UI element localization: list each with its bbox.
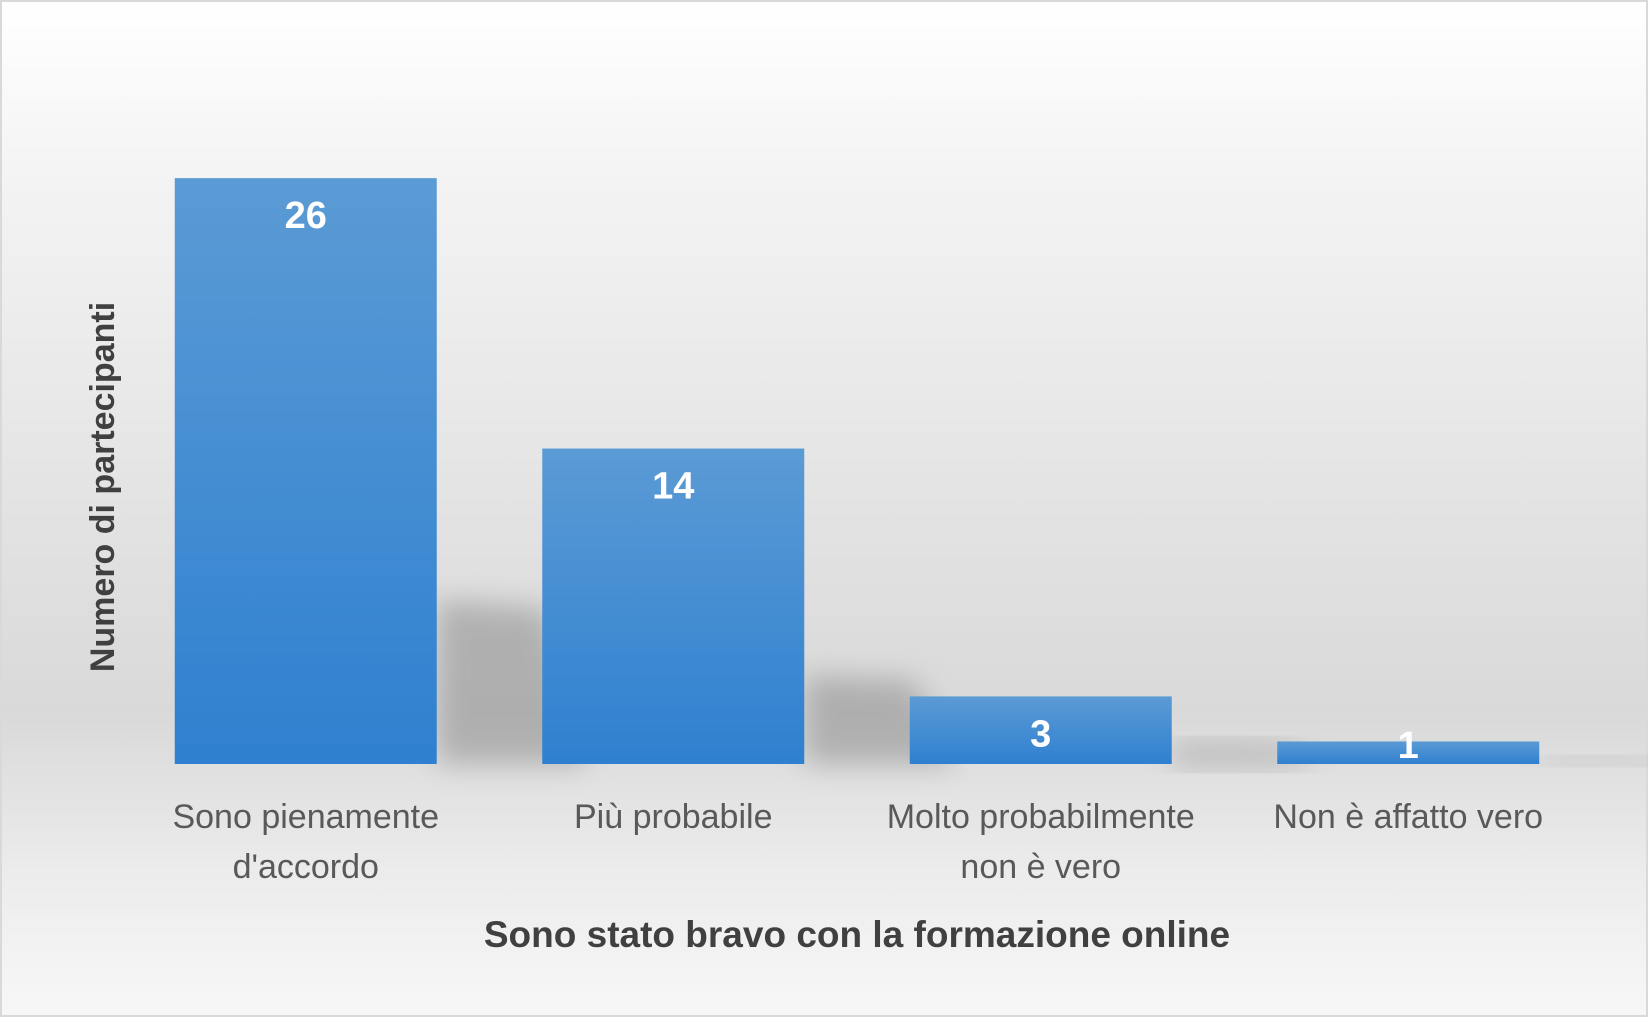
x-tick-label: Sono pienamente d'accordo bbox=[172, 798, 439, 886]
bar bbox=[909, 696, 1172, 764]
data-label: 14 bbox=[652, 466, 694, 508]
x-tick-label: Molto probabilmente non è vero bbox=[887, 798, 1195, 886]
bar-shadow bbox=[1539, 757, 1648, 764]
bar bbox=[542, 448, 805, 764]
x-tick-label: Più probabile bbox=[574, 798, 772, 836]
x-tick-label: Non è affatto vero bbox=[1273, 798, 1543, 836]
data-label: 3 bbox=[1030, 713, 1051, 755]
x-axis-label: Sono stato bravo con la formazione onlin… bbox=[484, 914, 1230, 955]
data-label: 1 bbox=[1398, 725, 1419, 767]
bar bbox=[174, 178, 437, 765]
y-axis-label: Numero di partecipanti bbox=[84, 302, 122, 672]
data-label: 26 bbox=[285, 195, 327, 237]
bar bbox=[1277, 741, 1540, 764]
